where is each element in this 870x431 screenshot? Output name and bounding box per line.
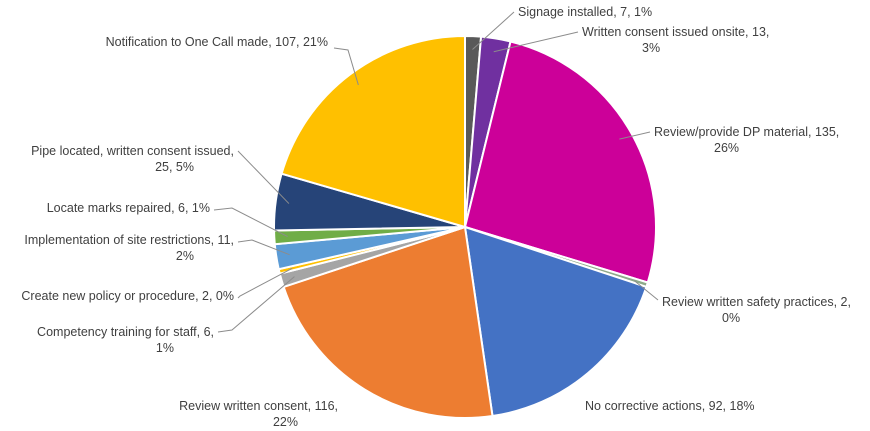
leader-competency-training-for-staff (217, 276, 295, 333)
label-implementation-of-site-restrictions: Implementation of site restrictions, 11,… (24, 233, 234, 263)
label-review-written-safety-practices: Review written safety practices, 2, 0% (662, 295, 851, 325)
leader-review-provide-dp-material (619, 131, 651, 140)
label-pipe-located-written-consent-issued: Pipe located, written consent issued, 25,… (31, 144, 234, 174)
label-written-consent-issued-onsite: Written consent issued onsite, 13, 3% (582, 25, 769, 55)
slice-review-written-consent (282, 225, 494, 419)
slice-no-corrective-actions (463, 225, 648, 418)
leader-locate-marks-repaired (213, 207, 288, 238)
label-competency-training-for-staff: Competency training for staff, 6, 1% (37, 325, 214, 355)
label-review-written-consent: Review written consent, 116, 22% (179, 399, 338, 429)
leader-review-written-safety-practices (634, 280, 659, 301)
label-review-provide-dp-material: Review/provide DP material, 135, 26% (654, 125, 839, 155)
slice-review-provide-dp-material (463, 40, 657, 284)
label-no-corrective-actions: No corrective actions, 92, 18% (585, 399, 755, 413)
data-labels: Signage installed, 7, 1% Written consent … (21, 5, 851, 429)
label-notification-to-one-call-made: Notification to One Call made, 107, 21% (106, 35, 328, 49)
label-create-new-policy-or-procedure: Create new policy or procedure, 2, 0% (21, 289, 234, 303)
slice-notification-to-one-call-made (280, 34, 466, 229)
leader-create-new-policy-or-procedure (237, 267, 293, 299)
leader-implementation-of-site-restrictions (237, 239, 290, 256)
pie-slices (273, 34, 657, 419)
leader-signage-installed (472, 11, 515, 50)
label-signage-installed: Signage installed, 7, 1% (518, 5, 652, 19)
leader-written-consent-issued-onsite (493, 31, 579, 53)
leader-lines (213, 11, 659, 333)
leader-pipe-located-written-consent-issued (237, 150, 290, 204)
leader-notification-to-one-call-made (333, 47, 359, 86)
label-locate-marks-repaired: Locate marks repaired, 6, 1% (47, 201, 210, 215)
